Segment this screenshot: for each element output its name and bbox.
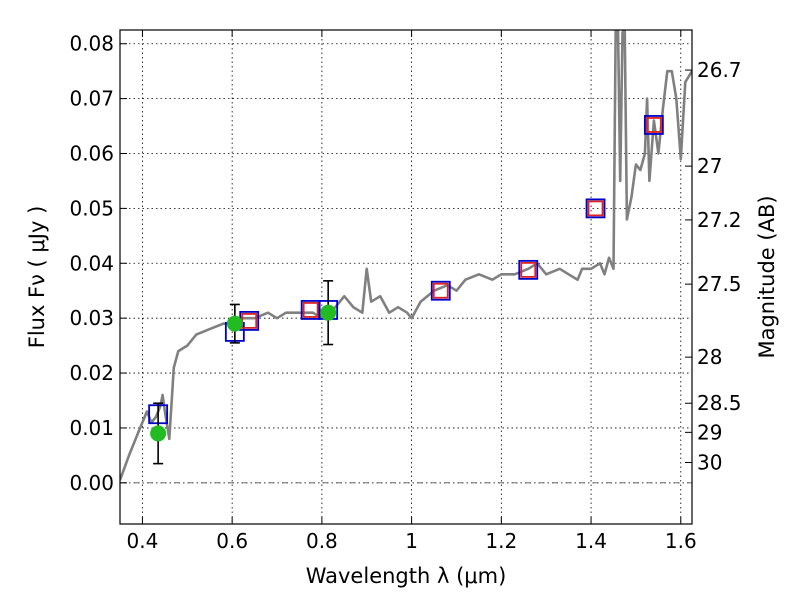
axis-ticks [120,30,692,524]
plot-frame [119,29,693,525]
spectrum-line [120,30,692,481]
x-tick-label: 1.2 [485,529,517,553]
observed-flux-point [320,304,337,321]
y-axis-title: Flux Fν ( μJy ) [25,206,49,349]
magnitude-tick-label: 29 [697,420,722,444]
model-flux-square-red [302,302,319,318]
model-flux-square-red [587,200,604,217]
y-tick-label: 0.02 [69,361,114,385]
y-tick-label: 0.05 [69,196,114,220]
y-tick-label: 0.00 [69,471,114,495]
tick-labels: 0.4 0.6 0.8 1 1.2 1.4 1.6 0.00 0.01 0.02 0.03 0.04 0… [69,32,741,553]
magnitude-tick-label: 28 [697,345,722,369]
model-flux-square-blue [430,280,451,301]
model-flux-square-red [645,117,662,133]
magnitude-tick-label: 27.5 [697,272,742,296]
model-flux-square-blue [585,198,606,219]
y-tick-label: 0.01 [69,416,114,440]
x-tick-label: 1.6 [665,529,697,553]
data-series [120,30,692,481]
y-axis-right-title: Magnitude (AB) [755,195,779,358]
x-tick-label: 0.4 [127,529,159,553]
magnitude-tick-label: 26.7 [697,58,742,82]
model-flux-square-red [432,282,449,299]
observed-flux-point [150,425,167,442]
magnitude-tick-label: 27.2 [697,208,742,232]
x-tick-label: 1 [405,529,418,553]
model-flux-square-blue [643,115,664,135]
magnitude-tick-label: 27 [697,154,722,178]
x-tick-label: 0.6 [216,529,248,553]
observed-flux-point [226,315,243,332]
y-tick-label: 0.07 [69,87,114,111]
magnitude-tick-label: 28.5 [697,391,742,415]
y-tick-label: 0.06 [69,142,114,166]
x-axis-title: Wavelength λ (μm) [306,564,507,588]
x-tick-label: 0.8 [306,529,338,553]
model-flux-square-red [520,261,537,278]
model-flux-square-blue [518,259,539,280]
y-tick-label: 0.04 [69,251,114,275]
y-tick-label: 0.03 [69,306,114,330]
magnitude-tick-label: 30 [697,451,722,475]
x-tick-label: 1.4 [575,529,607,553]
y-tick-label: 0.08 [69,32,114,56]
